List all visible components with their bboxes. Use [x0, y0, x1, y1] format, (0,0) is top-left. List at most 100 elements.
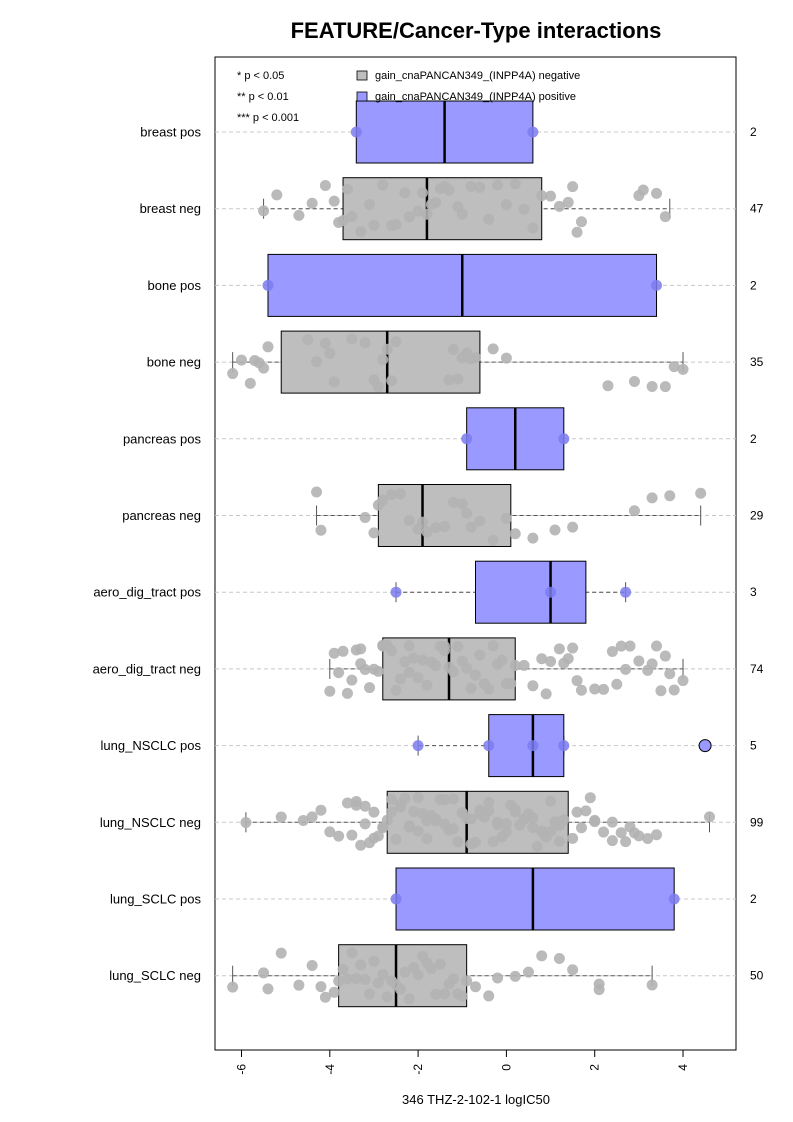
point-bone-neg: [377, 354, 389, 366]
row-label-lung-sclc-neg: lung_SCLC neg: [109, 968, 201, 983]
point-lung-nsclc-neg: [500, 818, 512, 830]
point-lung-sclc-neg: [509, 970, 521, 982]
x-tick-label: -2: [411, 1064, 425, 1075]
point-bone-neg: [381, 343, 393, 355]
point-lung-nsclc-neg: [390, 833, 402, 845]
point-aero-dig-tract-neg: [346, 674, 358, 686]
point-lung-nsclc-neg: [470, 836, 481, 848]
point-bone-neg: [235, 354, 247, 366]
point-aero-dig-tract-neg: [540, 688, 552, 700]
point-bone-neg: [346, 333, 358, 345]
point-lung-nsclc-neg: [315, 804, 327, 816]
point-lung-nsclc-neg: [651, 829, 663, 841]
point-breast-neg: [536, 190, 548, 202]
point-aero-dig-tract-neg: [651, 640, 663, 652]
point-lung-nsclc-neg: [452, 836, 464, 848]
point-lung-nsclc-neg: [359, 800, 371, 812]
point-lung-nsclc-neg: [372, 830, 384, 842]
point-aero-dig-tract-neg: [668, 684, 680, 696]
point-breast-neg: [483, 213, 495, 225]
point-lung-nsclc-neg: [500, 826, 512, 838]
point-bone-neg: [227, 368, 239, 380]
point-lung-nsclc-neg: [324, 826, 336, 838]
point-lung-nsclc-neg: [447, 793, 459, 805]
point-aero-dig-tract-neg: [328, 647, 340, 659]
point-aero-dig-tract-neg: [386, 645, 398, 657]
point-breast-neg: [403, 211, 415, 223]
point-lung-sclc-neg: [315, 981, 327, 993]
point-lung-sclc-neg: [403, 993, 415, 1005]
point-lung-nsclc-neg: [606, 835, 618, 847]
point-lung-nsclc-neg: [527, 821, 539, 833]
point-lung-sclc-neg: [306, 959, 318, 971]
point-lung-nsclc-neg: [483, 796, 495, 808]
point-lung-nsclc-neg: [408, 806, 420, 818]
point-bone-neg: [359, 337, 371, 349]
outlier-lung-nsclc-pos: [698, 739, 712, 753]
point-breast-neg: [492, 179, 504, 191]
point-aero-dig-tract-neg: [545, 655, 557, 667]
point-aero-dig-tract-neg: [483, 683, 495, 695]
point-lung-sclc-neg: [492, 972, 504, 984]
point-lung-nsclc-neg: [615, 827, 627, 839]
point-lung-nsclc-neg: [567, 832, 579, 844]
point-lung-sclc-neg: [337, 963, 349, 975]
count-label-aero-dig-tract-pos: 3: [750, 585, 757, 599]
point-breast-pos: [527, 126, 539, 138]
count-label-lung-sclc-neg: 50: [750, 969, 764, 983]
point-lung-nsclc-neg: [412, 825, 424, 837]
legend-swatch-negative: [356, 70, 368, 81]
point-breast-neg: [430, 197, 442, 209]
point-breast-pos: [350, 126, 362, 138]
point-bone-neg: [390, 336, 402, 348]
box-lung-nsclc-pos: [488, 714, 565, 778]
count-label-aero-dig-tract-neg: 74: [750, 662, 764, 676]
point-lung-sclc-neg: [227, 981, 239, 993]
point-aero-dig-tract-neg: [589, 683, 601, 695]
point-aero-dig-tract-neg: [598, 683, 610, 695]
x-tick-label: 4: [676, 1064, 690, 1071]
point-aero-dig-tract-neg: [659, 650, 671, 662]
point-aero-dig-tract-neg: [509, 659, 521, 671]
point-breast-neg: [651, 187, 663, 199]
point-lung-nsclc-neg: [571, 806, 583, 818]
point-breast-neg: [364, 198, 376, 210]
point-bone-neg: [372, 381, 384, 393]
row-label-bone-pos: bone pos: [148, 278, 202, 293]
point-breast-neg: [355, 226, 367, 238]
point-lung-nsclc-neg: [553, 835, 565, 847]
box-layer: [232, 100, 711, 1008]
count-label-lung-nsclc-pos: 5: [750, 739, 757, 753]
point-breast-neg: [377, 179, 389, 191]
legend-label-negative: gain_cnaPANCAN349_(INPP4A) negative: [375, 70, 580, 82]
point-lung-nsclc-neg: [624, 821, 636, 833]
point-lung-sclc-neg: [593, 984, 605, 996]
point-lung-nsclc-neg: [341, 797, 353, 809]
point-breast-neg: [500, 199, 512, 211]
point-pancreas-neg: [315, 524, 327, 536]
significance-legend-item: *** p < 0.001: [237, 112, 299, 124]
point-pancreas-pos: [461, 433, 473, 445]
point-bone-pos: [651, 279, 663, 291]
count-label-breast-neg: 47: [750, 202, 764, 216]
point-breast-neg: [571, 226, 583, 238]
point-bone-neg: [487, 343, 499, 355]
point-pancreas-neg: [456, 498, 468, 510]
point-breast-neg: [553, 200, 565, 212]
point-lung-sclc-neg: [359, 973, 371, 985]
point-breast-neg: [390, 219, 402, 231]
point-bone-neg: [500, 352, 512, 364]
point-aero-dig-tract-neg: [655, 685, 667, 697]
point-pancreas-neg: [311, 486, 323, 498]
point-aero-dig-tract-neg: [403, 640, 415, 652]
point-pancreas-neg: [549, 524, 561, 536]
point-aero-dig-tract-neg: [461, 662, 473, 674]
point-aero-dig-tract-neg: [403, 666, 415, 678]
point-aero-dig-tract-pos: [390, 586, 402, 598]
point-lung-nsclc-neg: [620, 836, 632, 848]
point-pancreas-neg: [359, 511, 371, 523]
point-aero-dig-tract-neg: [470, 669, 481, 681]
point-lung-nsclc-neg: [394, 798, 406, 810]
point-lung-nsclc-neg: [439, 818, 451, 830]
